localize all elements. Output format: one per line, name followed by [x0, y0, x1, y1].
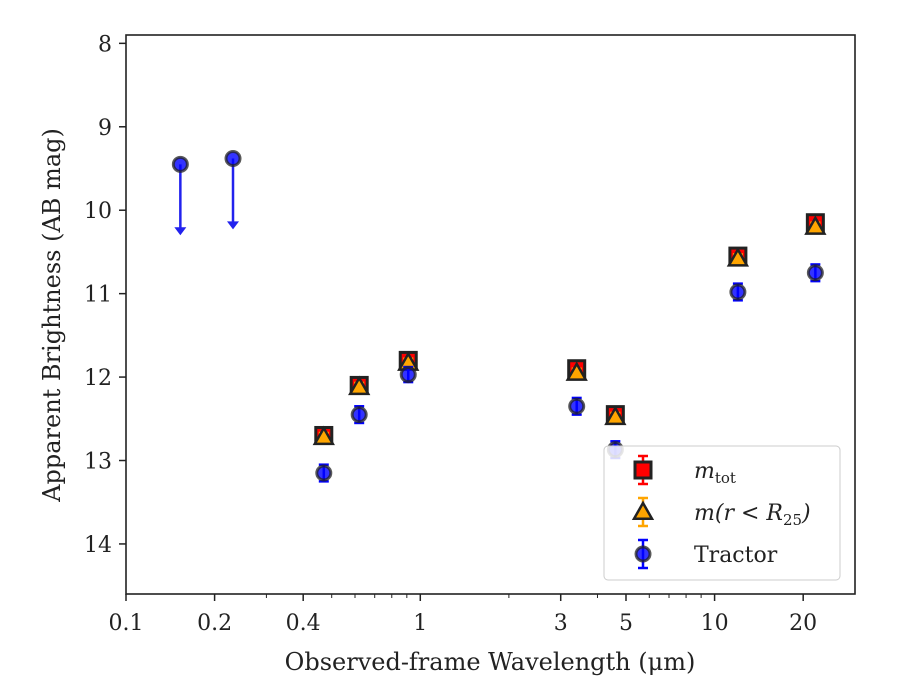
series-tractor — [171, 149, 824, 483]
legend-m-r25-main: m(r < R — [694, 501, 783, 526]
x-tick-label: 3 — [554, 611, 568, 636]
point-tractor-upper-limit — [224, 149, 242, 167]
x-tick-label: 0.1 — [109, 611, 144, 636]
point-tractor — [350, 406, 368, 424]
y-tick-label: 11 — [84, 283, 112, 308]
y-tick-label: 10 — [84, 199, 112, 224]
legend-m-r25-sub: 25 — [783, 511, 802, 529]
legend-markers — [631, 454, 655, 570]
x-tick-label: 0.4 — [286, 611, 321, 636]
legend-marker-m-r25 — [631, 500, 655, 520]
point-tractor — [399, 366, 417, 384]
point-m-r25 — [804, 215, 827, 235]
point-m-r25 — [565, 361, 588, 381]
legend-box — [603, 445, 841, 581]
legend-label-tractor: Tractor — [694, 543, 778, 568]
legend-m-tot-main: m — [694, 459, 715, 484]
legend-m-tot-sub: tot — [715, 469, 736, 487]
legend-marker-m-tot — [633, 460, 653, 480]
point-m-r25 — [312, 425, 335, 446]
upper-limit-head — [174, 227, 187, 236]
y-tick-label: 8 — [98, 32, 112, 57]
point-m-r25 — [726, 247, 750, 267]
point-tractor — [568, 397, 586, 415]
series-m-r25 — [312, 215, 827, 446]
legend-label-m-r25: m(r < R25) — [694, 501, 811, 529]
y-axis-title: Apparent Brightness (AB mag) — [38, 128, 66, 503]
point-m-r25 — [604, 405, 627, 426]
y-tick-label: 12 — [84, 366, 112, 391]
x-tick-label: 5 — [619, 611, 633, 636]
y-axis: 8 9 10 11 12 13 14 — [84, 32, 126, 558]
upper-limit-head — [227, 221, 240, 230]
plot-content — [171, 149, 827, 483]
y-tick-label: 9 — [98, 116, 112, 141]
upper-limit-arrow — [227, 158, 240, 230]
point-m-r25 — [348, 375, 371, 396]
y-tick-label: 13 — [84, 450, 112, 475]
x-tick-label: 0.2 — [197, 611, 232, 636]
x-axis-title: Observed-frame Wavelength (μm) — [285, 648, 696, 676]
point-tractor — [729, 283, 747, 301]
x-tick-label: 1 — [413, 611, 427, 636]
point-tractor-upper-limit — [171, 155, 189, 173]
upper-limit-arrow — [174, 164, 187, 236]
legend-marker-tractor — [634, 545, 652, 563]
y-tick-label: 14 — [84, 533, 112, 558]
x-tick-label: 20 — [789, 611, 817, 636]
legend: mtot m(r < R25) Tractor — [603, 445, 841, 581]
point-tractor — [806, 264, 824, 282]
point-tractor — [315, 464, 333, 482]
x-tick-label: 10 — [701, 611, 729, 636]
legend-m-r25-tail: ) — [801, 501, 811, 526]
plot-frame — [125, 34, 856, 595]
x-axis: 0.1 0.2 0.4 1 3 5 10 20 — [109, 594, 817, 636]
legend-label-m-tot: mtot — [694, 459, 736, 487]
